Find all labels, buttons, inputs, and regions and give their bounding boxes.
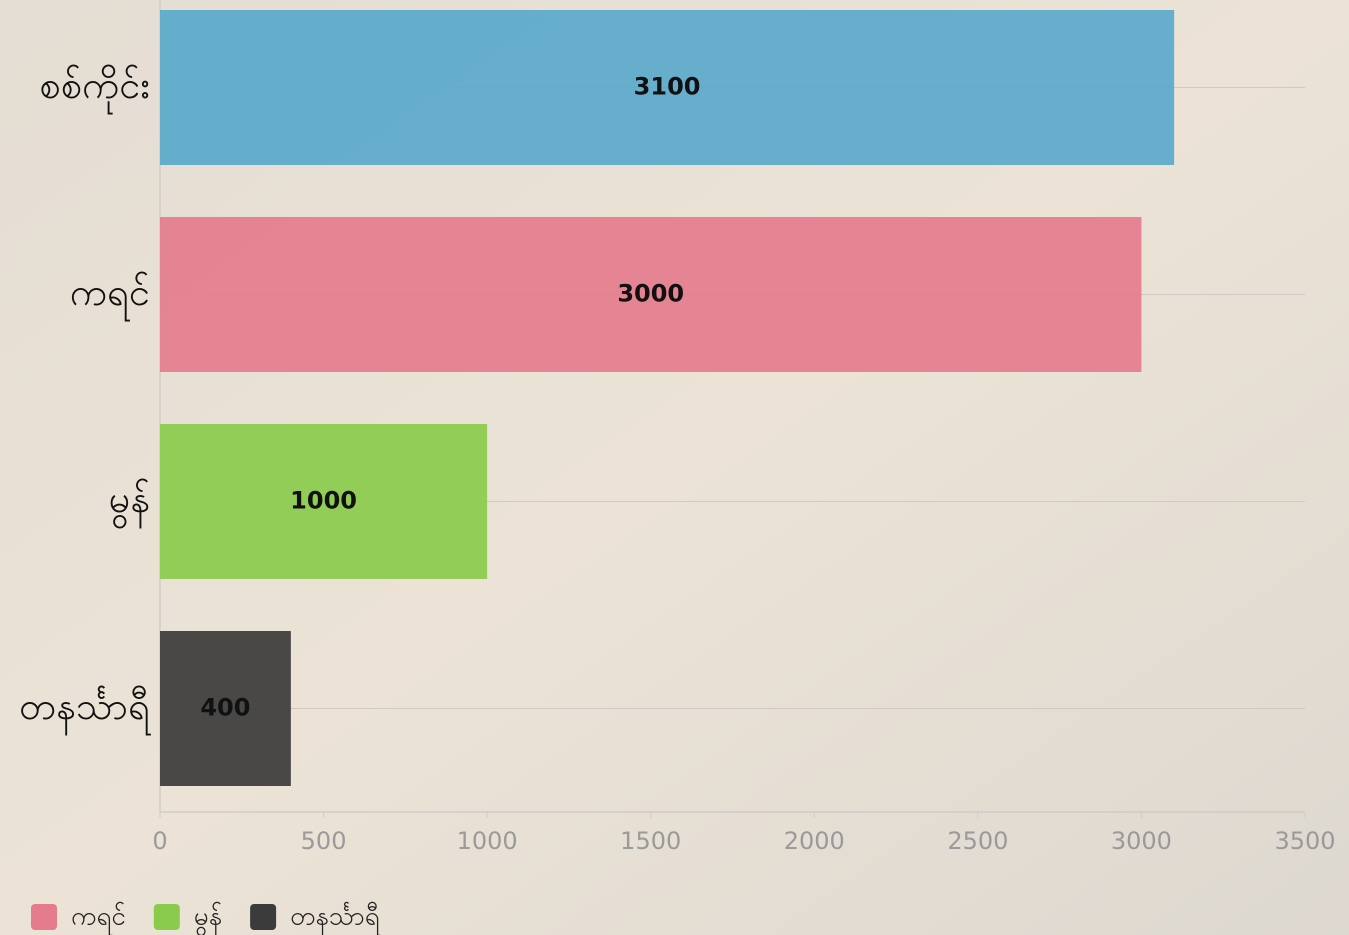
- x-tick-label: 1000: [457, 827, 518, 855]
- x-tick-label: 3500: [1274, 827, 1335, 855]
- y-tick-label: စစ်ကိုင်း: [39, 63, 150, 115]
- bar: [160, 631, 291, 786]
- legend-swatch: [153, 904, 180, 930]
- data-label: 400: [200, 694, 250, 722]
- y-tick-label: ကရင်: [70, 270, 150, 322]
- legend-label: မွန်: [194, 901, 222, 935]
- data-label: 3100: [634, 73, 701, 101]
- bar: [160, 10, 1175, 165]
- bar: [160, 217, 1142, 372]
- x-tick-label: 2000: [784, 827, 845, 855]
- legend-label: တနင်္သာရီ: [290, 901, 382, 935]
- plot-area: 0 500 1000 1500 2000 2500 3000 3500 စစ်ကိုင်း 310…: [19, 0, 1336, 935]
- bar: [160, 424, 488, 579]
- x-tick-label: 0: [152, 827, 167, 855]
- legend-swatch: [250, 904, 277, 930]
- x-tick-label: 3000: [1111, 827, 1172, 855]
- x-tick-label: 1500: [620, 827, 681, 855]
- legend-swatch: [31, 904, 57, 930]
- y-tick-label: မွန်: [109, 477, 150, 529]
- x-tick-label: 2500: [947, 827, 1008, 855]
- legend-label: ကရင်: [71, 901, 126, 935]
- data-label: 1000: [290, 487, 357, 515]
- y-tick-label: တနင်္သာရီ: [19, 684, 151, 736]
- x-tick-label: 500: [301, 827, 347, 855]
- data-label: 3000: [617, 280, 684, 308]
